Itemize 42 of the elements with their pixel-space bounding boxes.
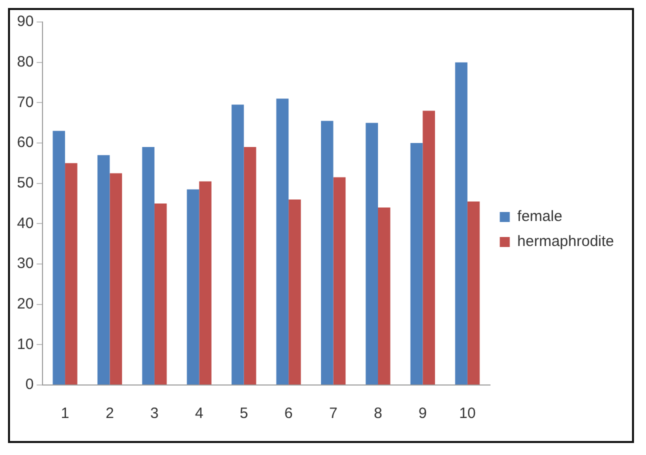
- bar: [288, 199, 301, 384]
- bar: [276, 98, 289, 384]
- x-tick-label: 9: [418, 405, 427, 422]
- bar: [142, 147, 154, 384]
- x-tick-label: 4: [194, 405, 204, 422]
- bar: [378, 208, 390, 384]
- x-tick-label: 7: [329, 405, 338, 422]
- y-tick-label: 60: [16, 134, 34, 152]
- y-tick-label: 90: [16, 13, 34, 30]
- x-tick-label: 6: [284, 405, 293, 422]
- x-tick-label: 5: [240, 405, 248, 422]
- x-tick-label: 2: [106, 405, 114, 422]
- legend-label: hermaphrodite: [517, 233, 614, 250]
- bar: [410, 143, 423, 384]
- y-tick-label: 0: [25, 376, 34, 394]
- bar: [321, 120, 334, 384]
- bar: [333, 177, 346, 384]
- bar: [154, 204, 167, 384]
- y-tick-label: 20: [16, 295, 34, 312]
- bar: [186, 189, 200, 384]
- bar: [467, 201, 480, 384]
- y-tick-label: 40: [16, 214, 34, 232]
- x-tick-label: 8: [374, 405, 382, 422]
- bar: [97, 155, 110, 384]
- x-tick-label: 3: [150, 405, 159, 422]
- y-tick-label: 10: [16, 336, 34, 353]
- legend-label: female: [517, 208, 562, 226]
- bar: [366, 122, 378, 384]
- bar: [244, 147, 256, 384]
- y-tick-label: 30: [16, 255, 34, 272]
- bar: [199, 181, 212, 384]
- y-tick-label: 50: [16, 174, 34, 192]
- bar: [232, 104, 244, 384]
- bar: [455, 62, 468, 384]
- x-tick-label: 10: [459, 405, 476, 422]
- y-tick-label: 70: [16, 94, 34, 111]
- y-tick-label: 80: [16, 53, 34, 70]
- x-tick-label: 1: [60, 405, 70, 422]
- bar: [110, 173, 122, 384]
- bar: [422, 110, 436, 384]
- bar: [52, 130, 66, 384]
- bar: [65, 163, 78, 384]
